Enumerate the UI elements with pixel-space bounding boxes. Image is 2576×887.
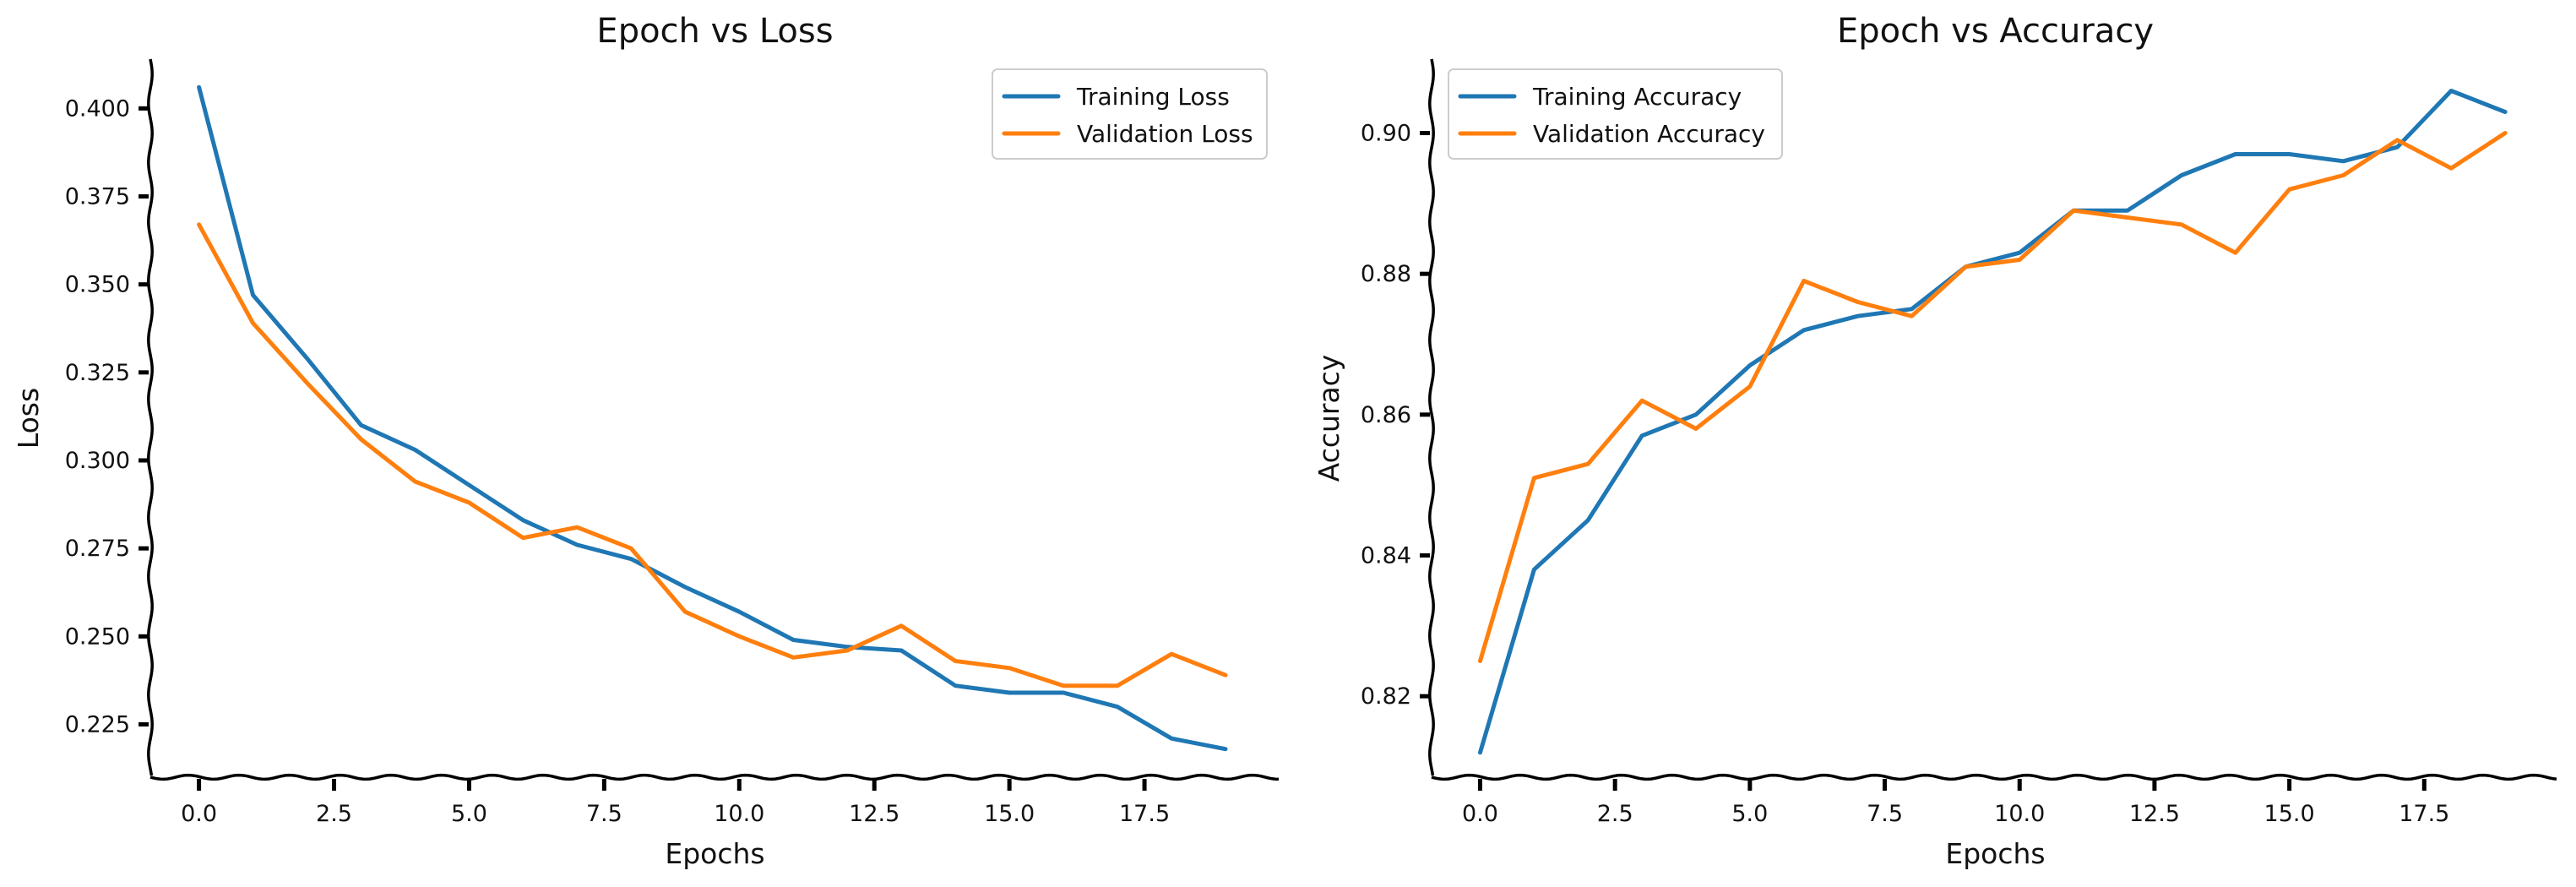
y-axis-line (147, 58, 154, 776)
legend-label: Training Accuracy (1532, 83, 1742, 111)
y-tick-label: 0.225 (65, 712, 130, 738)
y-tick-label: 0.275 (65, 536, 130, 562)
validation-accuracy-line (1478, 131, 2508, 663)
x-tick-label: 0.0 (1462, 801, 1498, 827)
y-tick-label: 0.325 (65, 360, 130, 386)
y-tick-label: 0.82 (1361, 683, 1411, 710)
x-tick-label: 0.0 (181, 801, 217, 827)
training-loss-line (197, 84, 1228, 752)
y-tick-label: 0.86 (1361, 402, 1411, 428)
x-tick-label: 12.5 (2129, 801, 2180, 827)
x-tick-label: 12.5 (849, 801, 899, 827)
legend-label: Validation Loss (1077, 120, 1253, 148)
y-tick-label: 0.84 (1361, 543, 1411, 569)
y-tick-label: 0.400 (65, 95, 130, 122)
y-tick-label: 0.300 (65, 448, 130, 474)
training-accuracy-line (1478, 89, 2508, 755)
y-tick-label: 0.375 (65, 184, 130, 210)
x-tick-label: 5.0 (1731, 801, 1768, 827)
chart-title: Epoch vs Accuracy (1837, 12, 2154, 51)
legend-box (992, 68, 1268, 160)
validation-loss-line (197, 222, 1228, 688)
loss-chart: Epoch vs Loss 0.225 0.250 0.275 0.300 0.325 0.… (12, 12, 1280, 870)
x-tick-label: 17.5 (1119, 801, 1170, 827)
x-tick-label: 10.0 (714, 801, 764, 827)
x-axis-line (149, 773, 1280, 781)
legend-label: Training Loss (1076, 83, 1230, 111)
y-tick-label: 0.88 (1361, 261, 1411, 287)
y-axis-label: Accuracy (1312, 355, 1345, 482)
legend-box (1448, 68, 1783, 160)
accuracy-chart: Epoch vs Accuracy 0.82 0.84 0.86 0.88 0.90 0.0… (1312, 12, 2557, 870)
legend-label: Validation Accuracy (1533, 120, 1765, 148)
x-tick-label: 7.5 (1867, 801, 1903, 827)
legend: Training Loss Validation Loss (992, 68, 1268, 160)
x-tick-label: 15.0 (984, 801, 1035, 827)
x-tick-label: 5.0 (451, 801, 487, 827)
x-tick-label: 7.5 (586, 801, 622, 827)
x-axis-line (1431, 773, 2557, 781)
legend: Training Accuracy Validation Accuracy (1448, 68, 1783, 160)
x-tick-label: 17.5 (2399, 801, 2449, 827)
y-axis-line (1428, 58, 1435, 776)
chart-title: Epoch vs Loss (596, 12, 833, 51)
x-tick-label: 2.5 (316, 801, 352, 827)
x-tick-label: 15.0 (2264, 801, 2315, 827)
y-tick-label: 0.350 (65, 272, 130, 298)
x-axis-label: Epochs (665, 837, 764, 870)
y-tick-label: 0.250 (65, 623, 130, 650)
x-tick-label: 2.5 (1597, 801, 1633, 827)
y-axis-label: Loss (12, 388, 45, 449)
x-axis-label: Epochs (1945, 837, 2045, 870)
x-tick-label: 10.0 (1994, 801, 2045, 827)
y-tick-label: 0.90 (1361, 121, 1411, 147)
